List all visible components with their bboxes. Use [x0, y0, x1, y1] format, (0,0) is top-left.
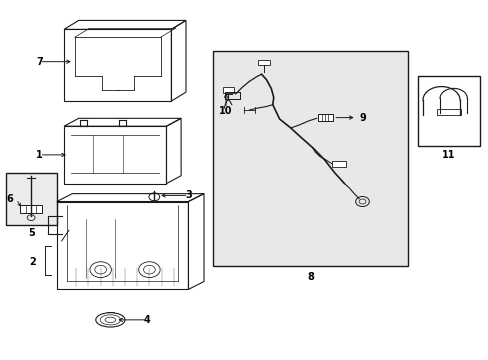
FancyBboxPatch shape	[331, 161, 345, 167]
Text: 10: 10	[219, 106, 232, 116]
Text: 3: 3	[184, 190, 191, 201]
Text: 4: 4	[143, 315, 150, 325]
FancyBboxPatch shape	[20, 206, 42, 213]
Text: 7: 7	[36, 57, 43, 67]
Text: 1: 1	[36, 150, 43, 160]
Text: 6: 6	[6, 194, 13, 204]
FancyBboxPatch shape	[258, 59, 269, 65]
Text: 8: 8	[306, 272, 313, 282]
FancyBboxPatch shape	[222, 87, 234, 93]
FancyBboxPatch shape	[436, 109, 460, 114]
Text: 11: 11	[441, 150, 455, 160]
Text: 9: 9	[358, 113, 365, 123]
Text: 2: 2	[29, 257, 36, 267]
FancyBboxPatch shape	[5, 173, 57, 225]
Text: 5: 5	[28, 228, 35, 238]
FancyBboxPatch shape	[417, 76, 479, 146]
FancyBboxPatch shape	[317, 114, 332, 121]
FancyBboxPatch shape	[212, 51, 407, 266]
